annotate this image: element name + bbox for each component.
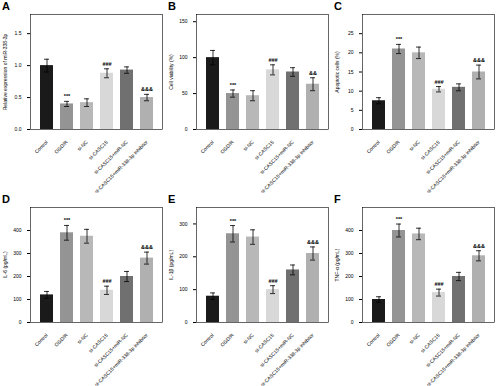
svg-text:0: 0 <box>351 319 354 325</box>
svg-text:10: 10 <box>348 88 354 94</box>
svg-text:Relative expression of miR-338: Relative expression of miR-338-3p <box>2 33 8 110</box>
svg-text:si-CASC15+miR-338-3p inhibitor: si-CASC15+miR-338-3p inhibitor <box>259 139 315 193</box>
svg-text:***: *** <box>396 36 403 42</box>
svg-text:0: 0 <box>19 319 22 325</box>
svg-text:si-NC: si-NC <box>408 332 421 345</box>
svg-text:0: 0 <box>185 126 188 132</box>
svg-text:si-CASC15+miR-NC: si-CASC15+miR-NC <box>258 332 295 369</box>
html-text:B: B <box>168 0 176 12</box>
svg-text:OGD/R: OGD/R <box>219 332 235 348</box>
svg-text:1.0: 1.0 <box>15 62 22 68</box>
svg-text:&&: && <box>309 70 317 76</box>
svg-text:&&&: &&& <box>141 244 153 250</box>
svg-text:0.0: 0.0 <box>15 126 22 132</box>
svg-text:Control: Control <box>199 139 215 155</box>
html-text:F: F <box>334 193 341 205</box>
svg-text:###: ### <box>434 79 443 85</box>
svg-text:0: 0 <box>351 126 354 132</box>
svg-text:***: *** <box>396 216 403 222</box>
svg-text:15: 15 <box>348 69 354 75</box>
svg-text:Control: Control <box>33 139 49 155</box>
svg-text:TNF-α (pg/mL): TNF-α (pg/mL) <box>334 248 340 281</box>
html-text:E: E <box>168 193 176 205</box>
svg-text:100: 100 <box>179 54 188 60</box>
svg-text:IL-6 (pg/mL): IL-6 (pg/mL) <box>2 251 8 279</box>
svg-text:200: 200 <box>345 273 354 279</box>
svg-text:Control: Control <box>365 332 381 348</box>
svg-text:20: 20 <box>348 49 354 55</box>
svg-text:300: 300 <box>13 250 22 256</box>
svg-text:400: 400 <box>13 227 22 233</box>
svg-text:0: 0 <box>185 319 188 325</box>
svg-text:si-CASC15+miR-338-3p inhibitor: si-CASC15+miR-338-3p inhibitor <box>425 139 481 193</box>
svg-text:si-CASC15+miR-NC: si-CASC15+miR-NC <box>424 139 461 176</box>
svg-text:100: 100 <box>13 296 22 302</box>
svg-text:si-CASC15+miR-NC: si-CASC15+miR-NC <box>92 139 129 176</box>
svg-text:300: 300 <box>179 221 188 227</box>
svg-text:200: 200 <box>13 273 22 279</box>
html-text:D: D <box>2 193 10 205</box>
svg-text:***: *** <box>230 82 237 88</box>
svg-text:Control: Control <box>365 139 381 155</box>
svg-text:Apoptotic cells (%): Apoptotic cells (%) <box>334 51 340 93</box>
svg-text:400: 400 <box>345 227 354 233</box>
html-text:C: C <box>334 0 342 12</box>
svg-text:OGD/R: OGD/R <box>385 332 401 348</box>
svg-text:Cell viability (%): Cell viability (%) <box>168 54 174 90</box>
svg-text:si-NC: si-NC <box>242 139 255 152</box>
svg-text:###: ### <box>434 281 443 287</box>
svg-text:300: 300 <box>345 250 354 256</box>
svg-text:0.5: 0.5 <box>15 94 22 100</box>
svg-text:si-NC: si-NC <box>242 332 255 345</box>
svg-text:1.5: 1.5 <box>15 30 22 36</box>
svg-text:OGD/R: OGD/R <box>53 139 69 155</box>
svg-text:si-CASC15+miR-338-3p inhibitor: si-CASC15+miR-338-3p inhibitor <box>93 332 149 386</box>
svg-text:si-CASC15+miR-NC: si-CASC15+miR-NC <box>92 332 129 369</box>
svg-text:150: 150 <box>179 18 188 24</box>
svg-text:50: 50 <box>182 90 188 96</box>
svg-text:si-CASC15+miR-338-3p inhibitor: si-CASC15+miR-338-3p inhibitor <box>259 332 315 386</box>
svg-text:si-CASC15+miR-NC: si-CASC15+miR-NC <box>258 139 295 176</box>
svg-text:200: 200 <box>179 253 188 259</box>
svg-text:100: 100 <box>345 296 354 302</box>
svg-text:OGD/R: OGD/R <box>53 332 69 348</box>
svg-text:IL-1β (pg/mL): IL-1β (pg/mL) <box>168 250 174 280</box>
svg-text:###: ### <box>268 278 277 284</box>
svg-text:si-CASC15+miR-338-3p inhibitor: si-CASC15+miR-338-3p inhibitor <box>425 332 481 386</box>
svg-text:100: 100 <box>179 286 188 292</box>
svg-text:###: ### <box>102 278 111 284</box>
svg-text:&&&: &&& <box>473 57 485 63</box>
svg-text:***: *** <box>230 218 237 224</box>
svg-text:OGD/R: OGD/R <box>385 139 401 155</box>
svg-text:***: *** <box>64 217 71 223</box>
svg-text:si-NC: si-NC <box>76 139 89 152</box>
svg-text:si-NC: si-NC <box>408 139 421 152</box>
svg-text:Control: Control <box>199 332 215 348</box>
svg-text:***: *** <box>64 93 71 99</box>
svg-text:25: 25 <box>348 30 354 36</box>
svg-text:si-CASC15+miR-338-3p inhibitor: si-CASC15+miR-338-3p inhibitor <box>93 139 149 193</box>
svg-text:###: ### <box>102 61 111 67</box>
svg-text:5: 5 <box>351 107 354 113</box>
svg-text:Control: Control <box>33 332 49 348</box>
html-text:A: A <box>2 0 10 12</box>
svg-text:si-CASC15+miR-NC: si-CASC15+miR-NC <box>424 332 461 369</box>
svg-text:&&&: &&& <box>141 86 153 92</box>
svg-text:OGD/R: OGD/R <box>219 139 235 155</box>
svg-text:###: ### <box>268 57 277 63</box>
svg-text:&&&: &&& <box>307 239 319 245</box>
svg-text:si-NC: si-NC <box>76 332 89 345</box>
svg-text:&&&: &&& <box>473 243 485 249</box>
